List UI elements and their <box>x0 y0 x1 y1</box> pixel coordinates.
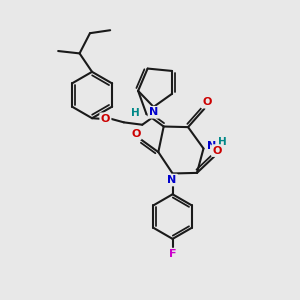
Text: H: H <box>218 137 226 147</box>
Text: O: O <box>212 146 222 156</box>
Text: O: O <box>202 97 212 107</box>
Text: O: O <box>101 114 110 124</box>
Text: F: F <box>169 249 176 259</box>
Text: O: O <box>131 129 140 139</box>
Text: H: H <box>131 108 140 118</box>
Text: N: N <box>167 175 177 185</box>
Text: N: N <box>149 107 158 117</box>
Text: N: N <box>207 140 216 151</box>
